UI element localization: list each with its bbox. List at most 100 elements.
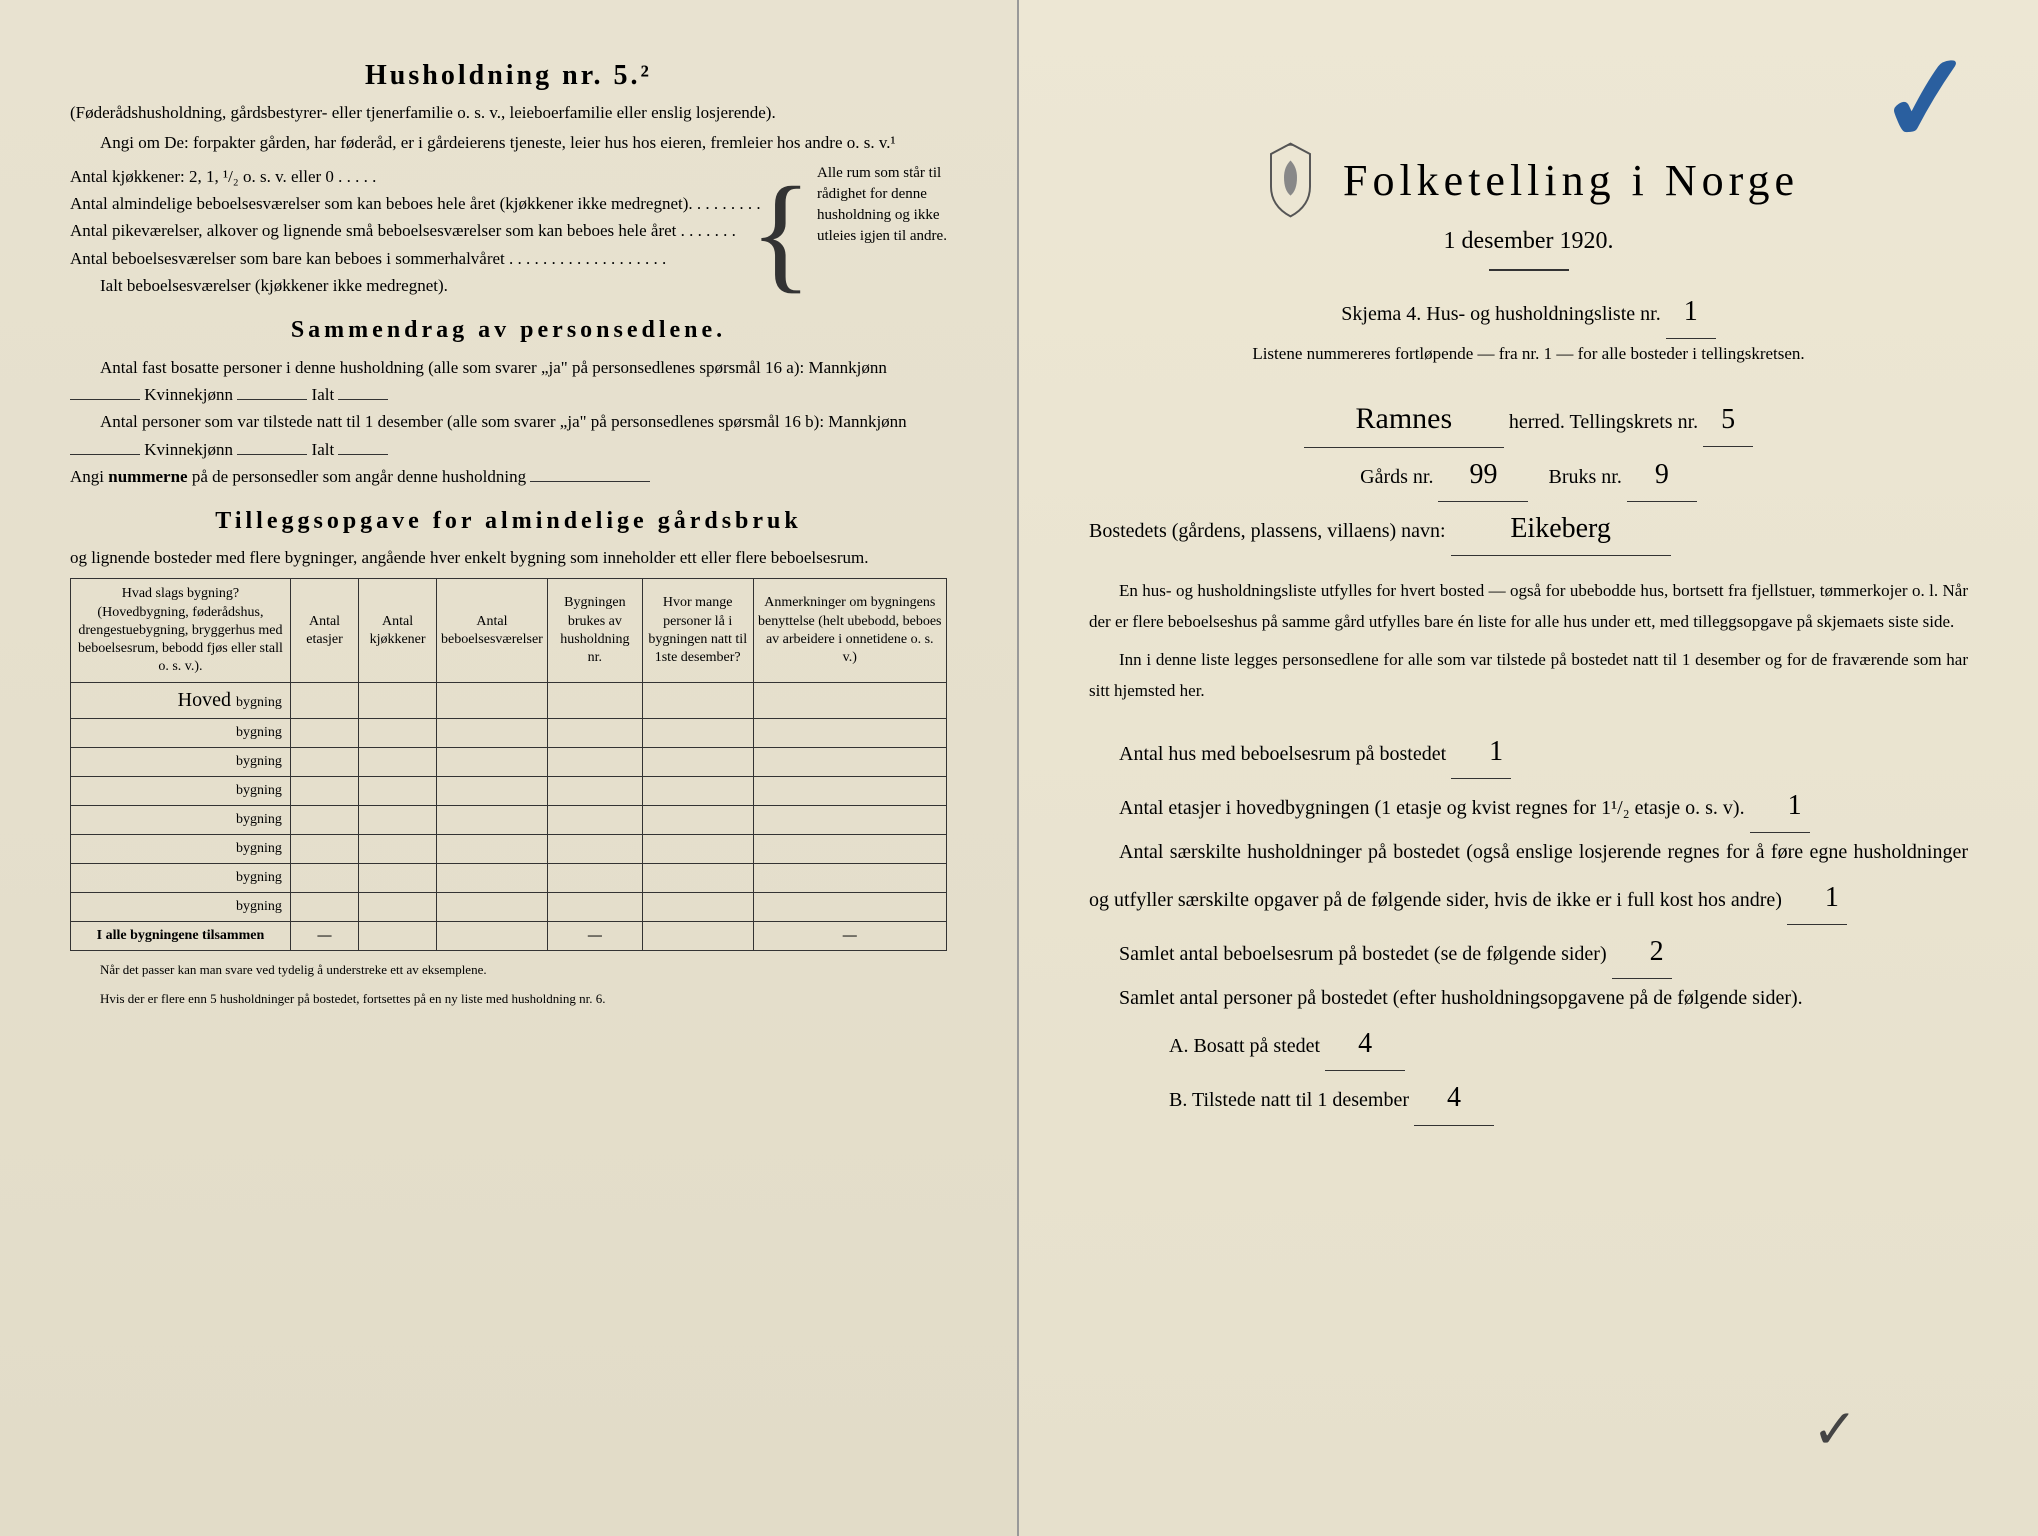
table-cell (290, 893, 358, 922)
table-cell (642, 719, 753, 748)
table-row: bygning (71, 864, 947, 893)
blank-numbers (530, 481, 650, 482)
supplement-title: Tilleggsopgave for almindelige gårdsbruk (70, 508, 947, 535)
liste-note: Listene nummereres fortløpende — fra nr.… (1089, 339, 1968, 370)
table-cell (642, 806, 753, 835)
table-cell (436, 748, 547, 777)
table-cell (359, 864, 437, 893)
para-1: En hus- og husholdningsliste utfylles fo… (1089, 576, 1968, 637)
table-row: bygning (71, 893, 947, 922)
total-cell-2 (359, 922, 437, 951)
table-cell (753, 806, 947, 835)
qa-line: A. Bosatt på stedet 4 (1089, 1017, 1968, 1071)
table-header-row: Hvad slags bygning? (Hovedbygning, føder… (71, 579, 947, 683)
q1-line: Antal hus med beboelsesrum på bostedet 1 (1089, 725, 1968, 779)
table-cell (359, 777, 437, 806)
qb-label: B. Tilstede natt til 1 desember (1169, 1089, 1409, 1111)
qb-line: B. Tilstede natt til 1 desember 4 (1089, 1071, 1968, 1125)
table-cell (547, 835, 642, 864)
ialt-label: Ialt (312, 385, 335, 404)
summary-line-1: Antal fast bosatte personer i denne hush… (70, 354, 947, 408)
table-cell (290, 806, 358, 835)
bygning-label: bygning (236, 783, 282, 798)
room-line-4: Ialt beboelsesværelser (kjøkkener ikke m… (70, 272, 797, 299)
blank-mann-1 (70, 399, 140, 400)
table-cell (642, 864, 753, 893)
table-cell (547, 806, 642, 835)
th-5: Hvor mange personer lå i bygningen natt … (642, 579, 753, 683)
table-cell (642, 893, 753, 922)
bygning-label: bygning (236, 754, 282, 769)
table-cell (753, 719, 947, 748)
table-cell (547, 864, 642, 893)
q2-line: Antal etasjer i hovedbygningen (1 etasje… (1089, 779, 1968, 833)
supplement-sub: og lignende bosteder med flere bygninger… (70, 545, 947, 571)
table-cell (436, 719, 547, 748)
total-dash-3: — (753, 922, 947, 951)
table-cell (547, 748, 642, 777)
summary-line-3: Angi nummerne på de personsedler som ang… (70, 463, 947, 490)
right-page: ✓ Folketelling i Norge 1 desember 1920. … (1019, 0, 2038, 1536)
table-cell (436, 806, 547, 835)
bygning-label: bygning (236, 899, 282, 914)
intro-1: (Føderådshusholdning, gårdsbestyrer- ell… (70, 100, 947, 126)
q5-line: Samlet antal personer på bostedet (efter… (1089, 979, 1968, 1017)
table-cell (290, 683, 358, 719)
total-label: I alle bygningene tilsammen (71, 922, 291, 951)
th-6: Anmerkninger om bygningens benyttelse (h… (753, 579, 947, 683)
table-cell (359, 806, 437, 835)
bygning-cell: bygning (71, 835, 291, 864)
footnote-2: Hvis der er flere enn 5 husholdninger på… (70, 990, 947, 1008)
q4-value: 2 (1612, 925, 1672, 979)
table-cell (753, 683, 947, 719)
qa-value: 4 (1325, 1017, 1405, 1071)
qb-value: 4 (1414, 1071, 1494, 1125)
para-2: Inn i denne liste legges personsedlene f… (1089, 645, 1968, 706)
q3-line: Antal særskilte husholdninger på bostede… (1089, 833, 1968, 925)
skjema-nr: 1 (1666, 285, 1716, 339)
table-row: bygning (71, 835, 947, 864)
ialt-label-2: Ialt (312, 440, 335, 459)
s2-l2-text: Antal personer som var tilstede natt til… (100, 412, 907, 431)
th-2: Antal kjøkkener (359, 579, 437, 683)
th-3: Antal beboelsesværelser (436, 579, 547, 683)
left-page: Husholdning nr. 5.² (Føderådshusholdning… (0, 0, 1019, 1536)
s2-l3c: på de personsedler som angår denne husho… (188, 467, 527, 486)
handwritten-hoved: Hoved (178, 689, 236, 711)
bruks-nr: 9 (1627, 448, 1697, 502)
bygning-label: bygning (236, 725, 282, 740)
total-dash-1: — (290, 922, 358, 951)
room-line-2: Antal pikeværelser, alkover og lignende … (70, 217, 797, 244)
herred-value: Ramnes (1304, 390, 1504, 448)
kitchen-line: Antal kjøkkener: 2, 1, ¹/₂ o. s. v. elle… (70, 163, 797, 190)
table-cell (359, 748, 437, 777)
bosted-value: Eikeberg (1451, 502, 1671, 556)
table-cell (436, 777, 547, 806)
blank-kv-2 (237, 454, 307, 455)
household-title: Husholdning nr. 5.² (70, 60, 947, 92)
table-cell (359, 683, 437, 719)
table-cell (359, 835, 437, 864)
q2-value: 1 (1750, 779, 1810, 833)
bygning-label: bygning (236, 841, 282, 856)
table-cell (547, 893, 642, 922)
th-4: Bygningen brukes av husholdning nr. (547, 579, 642, 683)
table-cell (290, 777, 358, 806)
bygning-label: bygning (236, 870, 282, 885)
table-cell (436, 893, 547, 922)
table-cell (753, 864, 947, 893)
q1-value: 1 (1451, 725, 1511, 779)
q2-label: Antal etasjer i hovedbygningen (1 etasje… (1119, 797, 1745, 819)
bygning-cell: Hoved bygning (71, 683, 291, 719)
summary-title: Sammendrag av personsedlene. (70, 317, 947, 344)
gards-line: Gårds nr. 99 Bruks nr. 9 (1089, 448, 1968, 502)
herred-label: herred. Tellingskrets nr. (1509, 411, 1698, 433)
small-checkmark-icon: ✓ (1812, 1397, 1858, 1461)
q3-value: 1 (1787, 871, 1847, 925)
table-row: bygning (71, 748, 947, 777)
bruks-label: Bruks nr. (1548, 466, 1621, 488)
table-row: Hoved bygning (71, 683, 947, 719)
krets-nr: 5 (1703, 393, 1753, 447)
table-row: bygning (71, 806, 947, 835)
herred-line: Ramnes herred. Tellingskrets nr. 5 (1089, 390, 1968, 448)
